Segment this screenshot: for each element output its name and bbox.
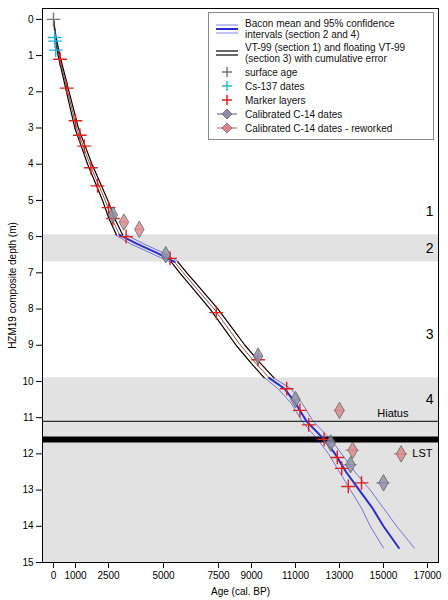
svg-text:14: 14 — [22, 520, 34, 531]
svg-text:17000: 17000 — [414, 570, 442, 581]
html-text:Bacon mean and 95% confidence: Bacon mean and 95% confidence intervals … — [245, 18, 395, 40]
svg-text:HZM19 composite depth (m): HZM19 composite depth (m) — [7, 222, 18, 349]
svg-text:5000: 5000 — [152, 570, 175, 581]
svg-text:3: 3 — [28, 122, 34, 133]
svg-text:13: 13 — [22, 484, 34, 495]
svg-text:2: 2 — [28, 86, 34, 97]
svg-text:6: 6 — [28, 231, 34, 242]
html-text:Calibrated C-14 dates - rework: Calibrated C-14 dates - reworked — [245, 122, 393, 134]
svg-text:8: 8 — [28, 303, 34, 314]
svg-text:4: 4 — [426, 391, 434, 407]
svg-text:7500: 7500 — [207, 570, 230, 581]
html-text:Marker layers: Marker layers — [245, 94, 306, 106]
html-text:VT-99 (section 1) and floating: VT-99 (section 1) and floating VT-99 (se… — [245, 42, 406, 64]
svg-text:1000: 1000 — [64, 570, 87, 581]
svg-text:0: 0 — [51, 570, 57, 581]
svg-text:2: 2 — [426, 240, 434, 256]
svg-text:15: 15 — [22, 557, 34, 568]
svg-text:9000: 9000 — [240, 570, 263, 581]
svg-text:10: 10 — [22, 376, 34, 387]
svg-text:0: 0 — [28, 14, 34, 25]
svg-text:Age (cal. BP): Age (cal. BP) — [211, 586, 270, 597]
svg-text:2500: 2500 — [97, 570, 120, 581]
svg-text:11000: 11000 — [282, 570, 310, 581]
svg-text:4: 4 — [28, 158, 34, 169]
svg-text:11: 11 — [23, 412, 34, 423]
html-text:Cs-137 dates: Cs-137 dates — [245, 80, 305, 92]
svg-text:LST: LST — [412, 447, 432, 459]
svg-text:1: 1 — [426, 203, 434, 219]
svg-text:12: 12 — [22, 448, 34, 459]
svg-text:1: 1 — [28, 50, 34, 61]
html-text:Calibrated C-14 dates: Calibrated C-14 dates — [245, 108, 343, 120]
svg-text:3: 3 — [426, 326, 434, 342]
svg-text:5: 5 — [28, 195, 34, 206]
svg-text:9: 9 — [28, 339, 34, 350]
svg-text:Hiatus: Hiatus — [377, 407, 409, 419]
svg-text:13000: 13000 — [326, 570, 354, 581]
svg-text:7: 7 — [28, 267, 34, 278]
html-text:surface age: surface age — [245, 66, 298, 78]
svg-text:15000: 15000 — [370, 570, 398, 581]
